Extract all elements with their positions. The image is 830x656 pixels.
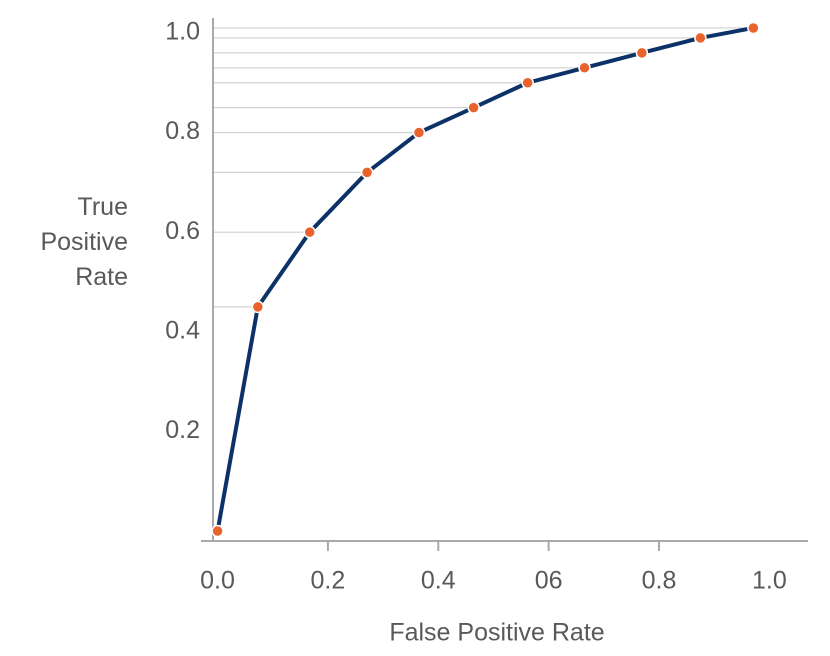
y-axis-label: True Positive Rate: [40, 193, 128, 291]
x-tick-label: 06: [535, 567, 563, 595]
x-axis-label: False Positive Rate: [389, 619, 604, 647]
data-point: [251, 300, 265, 314]
y-tick-label: 0.6: [165, 217, 200, 245]
y-tick-label: 0.8: [165, 117, 200, 145]
x-tick-label: 1.0: [752, 567, 787, 595]
roc-line: [215, 25, 754, 532]
data-point: [694, 31, 707, 45]
data-point: [360, 166, 374, 179]
data-point: [578, 61, 591, 75]
y-tick-label: 0.4: [165, 316, 200, 344]
data-point: [303, 225, 316, 239]
x-tick-label: 0.4: [421, 567, 456, 595]
y-tick-label: 1.0: [165, 18, 200, 46]
data-point: [521, 76, 534, 90]
x-tick-label: 0.0: [200, 567, 235, 595]
data-point: [635, 46, 649, 60]
data-point: [412, 126, 426, 139]
data-point: [211, 524, 224, 538]
x-tick-label: 0.8: [642, 567, 677, 595]
y-tick-label: 0.2: [165, 416, 200, 444]
data-point: [467, 101, 480, 114]
x-tick-label: 0.2: [311, 567, 346, 595]
data-point: [747, 21, 760, 35]
